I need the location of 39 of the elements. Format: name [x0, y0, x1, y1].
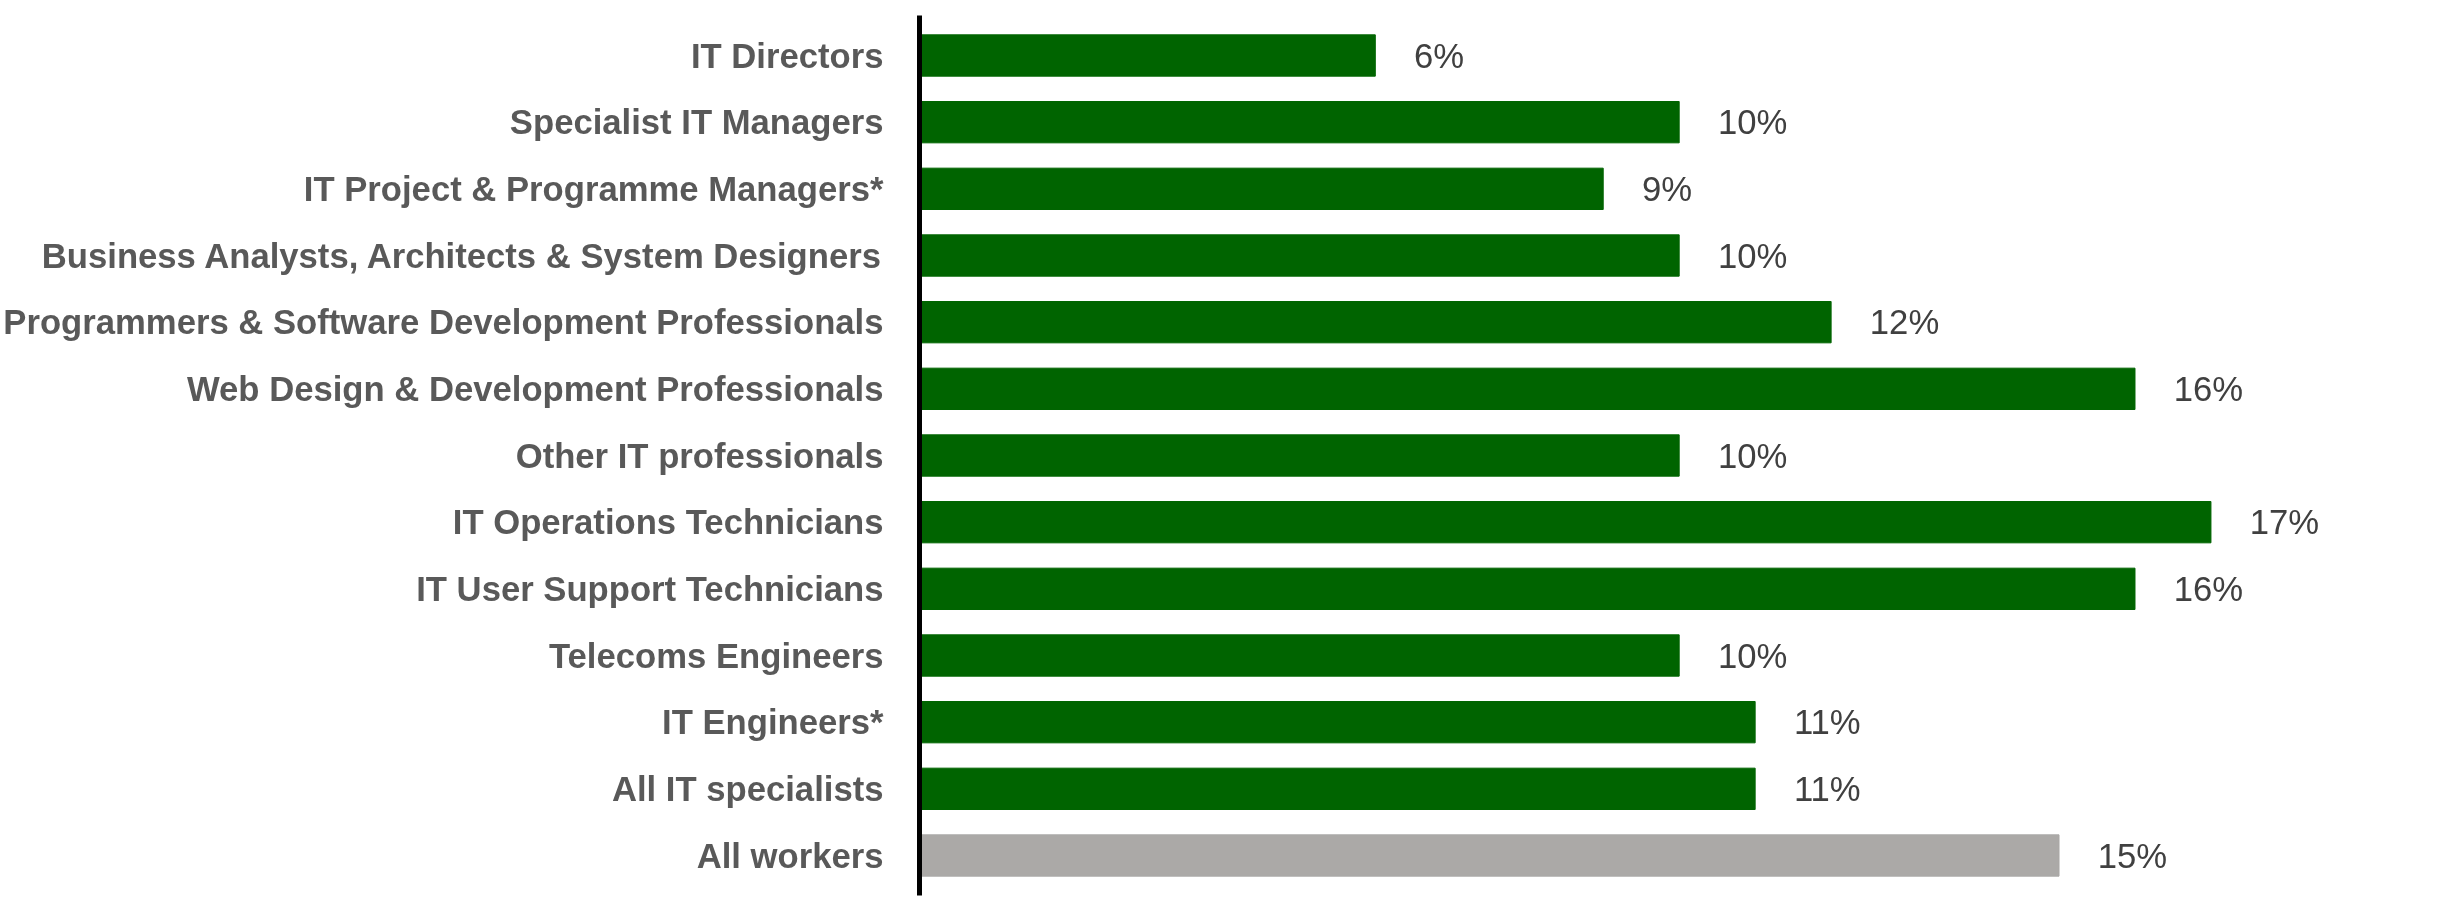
bar — [919, 767, 1756, 810]
y-tick-label: All IT specialists — [611, 769, 884, 808]
y-tick-label: Programmers & Software Development Professionals — [3, 303, 884, 342]
y-tick-label: Web Design & Development Professionals — [186, 369, 884, 408]
y-tick-label: IT User Support Technicians — [416, 569, 884, 608]
bar — [919, 234, 1680, 277]
bar — [919, 834, 2060, 877]
y-tick-label: IT Directors — [690, 36, 884, 75]
data-label: 10% — [1717, 236, 1788, 275]
data-label: 16% — [2173, 369, 2244, 408]
data-label: 9% — [1641, 169, 1693, 208]
bar — [919, 167, 1604, 210]
bar — [919, 501, 2212, 544]
data-label: 11% — [1793, 703, 1861, 742]
data-label: 16% — [2173, 569, 2244, 608]
data-label: 6% — [1414, 36, 1465, 75]
y-tick-label: All workers — [696, 836, 884, 875]
data-label: 12% — [1869, 303, 1940, 342]
bar — [919, 567, 2136, 610]
y-tick-label: IT Engineers* — [662, 703, 885, 742]
data-label: 10% — [1717, 103, 1788, 142]
data-label: 17% — [2249, 503, 2320, 542]
bar — [919, 34, 1376, 77]
y-tick-label: Other IT professionals — [515, 436, 884, 475]
y-tick-label: Business Analysts, Architects & System Designers — [41, 236, 881, 275]
bar — [919, 701, 1756, 744]
bar — [919, 434, 1680, 477]
y-tick-label: Specialist IT Managers — [509, 103, 884, 142]
bar — [919, 101, 1680, 144]
y-tick-label: IT Operations Technicians — [452, 503, 884, 542]
bar — [919, 634, 1680, 677]
bar — [919, 301, 1832, 344]
y-tick-label: Telecoms Engineers — [549, 636, 884, 675]
data-label: 10% — [1717, 636, 1788, 675]
data-label: 10% — [1717, 436, 1788, 475]
data-label: 11% — [1793, 769, 1861, 808]
bar — [919, 367, 2136, 410]
data-label: 15% — [2097, 836, 2168, 875]
y-tick-label: IT Project & Programme Managers* — [303, 169, 885, 208]
